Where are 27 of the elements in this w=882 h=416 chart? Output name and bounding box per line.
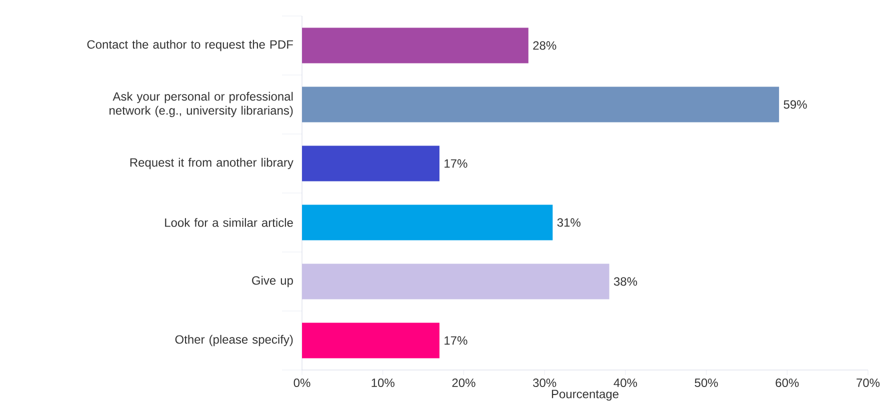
data-label: 28% [533, 41, 556, 50]
bar [302, 28, 528, 64]
x-tick-label: 50% [694, 378, 718, 388]
y-tick-label: Request it from another library [130, 158, 294, 170]
x-tick-label: 70% [856, 378, 880, 388]
y-tick-label: Contact the author to request the PDF [87, 40, 293, 52]
y-tick-label: Ask your personal or professional network (e.g., university librarians) [110, 92, 293, 118]
bar [302, 264, 610, 300]
y-tick-label: Look for a similar article [165, 218, 293, 227]
x-axis-title: Pourcentage [552, 390, 618, 401]
data-label: 38% [614, 277, 638, 286]
x-tick-label: 60% [776, 378, 799, 388]
data-label: 17% [444, 336, 468, 345]
data-label: 31% [557, 218, 580, 227]
x-tick-label: 10% [372, 378, 394, 388]
bar [302, 322, 440, 358]
y-tick-label: Other (please specify) [175, 334, 293, 346]
y-tick-label: Give up [252, 276, 293, 288]
data-label: 59% [784, 100, 807, 109]
x-tick-label: 0% [294, 378, 310, 388]
bar [302, 146, 440, 182]
x-tick-label: 20% [452, 378, 476, 388]
bar [302, 204, 553, 240]
x-tick-label: 30% [533, 378, 556, 388]
data-label: 17% [444, 159, 468, 168]
bar [302, 86, 780, 122]
x-tick-label: 40% [614, 378, 638, 388]
